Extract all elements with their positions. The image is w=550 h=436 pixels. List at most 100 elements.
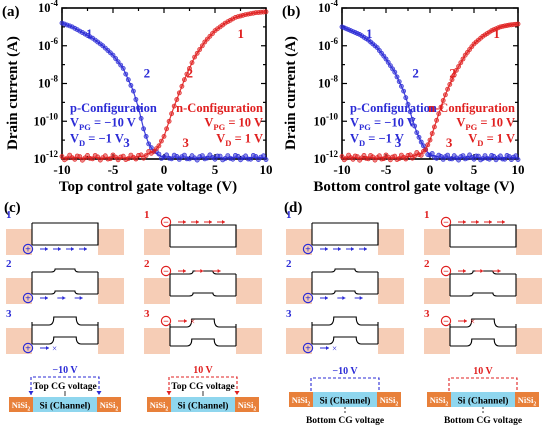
data-point-n (189, 60, 195, 66)
carrier-arrowhead (464, 319, 467, 323)
xlabel-a: Top control gate voltage (V) (59, 179, 237, 195)
data-point-n (171, 103, 177, 109)
row-label-p2: 2 (6, 258, 12, 270)
nisi-contact-right (377, 392, 401, 407)
nisi-contact-right (235, 397, 259, 412)
data-point-n (434, 117, 439, 123)
row-label-n3: 3 (424, 308, 430, 320)
data-point-n (95, 154, 101, 160)
cg-voltage-label: Bottom CG voltage (306, 416, 384, 426)
carrier-arrowhead (364, 247, 367, 251)
data-point-p (390, 66, 395, 72)
data-point-p (123, 71, 129, 77)
carrier-arrowhead (209, 220, 212, 224)
si-channel (171, 397, 235, 412)
contact-band (424, 278, 450, 304)
carrier-arrowhead (200, 269, 204, 273)
data-point-n (133, 156, 139, 162)
data-point-n (125, 156, 131, 161)
contact-band (516, 278, 542, 304)
data-point-n (440, 98, 446, 103)
data-point-n (381, 156, 387, 162)
data-point-n (59, 154, 65, 159)
channel-band (170, 270, 236, 297)
data-point-n (192, 54, 197, 60)
gate-arrowhead (96, 391, 102, 395)
carrier-arrowhead (463, 220, 466, 224)
nisi-contact-left (147, 397, 171, 412)
carrier-arrowhead (502, 220, 505, 224)
region-label-n1: 1 (493, 26, 500, 41)
data-point-n (365, 156, 371, 162)
carrier-arrowhead (480, 269, 484, 273)
hole-sign: + (25, 294, 31, 305)
y-tick-label: 10-8 (38, 74, 58, 91)
channel-band (450, 270, 516, 297)
data-point-n (438, 104, 444, 110)
data-point-n (425, 142, 431, 148)
contact-band (378, 328, 404, 354)
data-point-p (486, 156, 492, 162)
carrier-arrowhead (62, 296, 66, 300)
channel-band (312, 268, 378, 295)
x-tick-label: 0 (427, 162, 434, 177)
data-point-p (403, 95, 409, 101)
gate-bracket (448, 377, 518, 391)
contact-band (144, 328, 170, 354)
plot-b: 10-12 10-10 10-8 10-6 10-4 -10 -5 0 5 10 1 2 3 1 2 3 p-C… (314, 0, 525, 177)
contact-band (6, 229, 32, 255)
y-tick-label: 10-10 (314, 111, 339, 128)
carrier-arrowhead (217, 269, 221, 273)
data-point-p (429, 151, 435, 156)
panel-label-c: (c) (4, 200, 21, 216)
channel-band (32, 222, 99, 246)
hole-icon (302, 243, 314, 255)
carrier-arrowhead (84, 247, 87, 251)
data-point-p (405, 101, 411, 107)
region-label-p3: 3 (395, 135, 402, 150)
contact-band (98, 229, 124, 255)
contact-band (98, 278, 124, 304)
electron-sign: − (163, 218, 169, 229)
y-tick-label: 10-8 (318, 74, 338, 91)
row-label-n2: 2 (424, 258, 430, 270)
data-point-n (370, 154, 376, 160)
data-point-n (447, 82, 453, 87)
gate-bracket (168, 376, 238, 395)
data-point-n (451, 72, 457, 78)
carrier-arrowhead (45, 296, 48, 300)
carrier-arrowhead (45, 247, 48, 251)
row-label-p3: 3 (6, 308, 12, 320)
data-point-p (115, 59, 121, 65)
data-point-n (453, 67, 459, 73)
row-label-n3: 3 (144, 308, 150, 320)
ylabel-b: Drain current (A) (283, 36, 299, 150)
data-point-n (156, 143, 162, 149)
data-point-n (407, 152, 413, 158)
data-point-p (502, 156, 508, 162)
data-point-n (376, 153, 382, 159)
data-point-p (181, 152, 187, 158)
panel-label-d: (d) (284, 200, 302, 216)
data-point-p (491, 153, 497, 159)
carrier-arrowhead (46, 346, 49, 350)
blocked-icon: × (52, 344, 57, 354)
data-point-p (420, 143, 426, 149)
data-point-p (143, 133, 149, 139)
data-point-n (392, 153, 398, 159)
y-tick-label: 10-6 (38, 36, 58, 53)
data-point-p (130, 88, 136, 94)
hole-sign: + (305, 245, 311, 256)
data-point-p (187, 156, 192, 162)
band-diagram-d: 1 1 + − 2 2 + − 3 3 + × − × NiSi2 NiSi2 Si (Channel) −10 … (286, 209, 542, 426)
channel-label: Si (Channel) (40, 401, 91, 412)
gate-arrowhead (166, 391, 172, 395)
data-point-n (442, 92, 448, 98)
xlabel-b: Bottom control gate voltage (V) (313, 179, 514, 195)
data-point-n (412, 153, 417, 159)
data-point-p (409, 117, 415, 122)
carrier-arrowhead (58, 247, 61, 251)
channel-band (450, 224, 517, 248)
hole-sign: + (305, 294, 311, 305)
contact-band (98, 328, 124, 354)
